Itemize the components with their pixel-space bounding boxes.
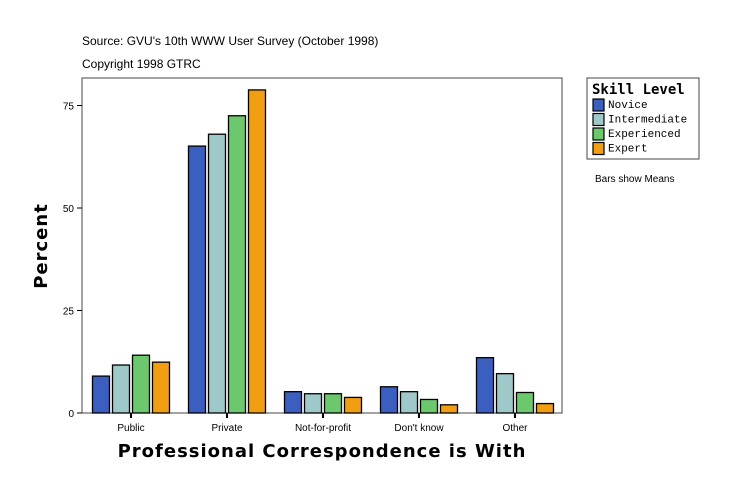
bar-expert-2 xyxy=(343,396,363,414)
x-axis: Public Private Not-for-profit Don't know Oth… xyxy=(117,413,528,434)
bar-experienced-2 xyxy=(323,393,343,414)
y-axis-title: Percent xyxy=(31,203,52,289)
legend-label: Novice xyxy=(608,100,648,112)
bar-intermediate-1 xyxy=(207,133,227,414)
legend-swatch-experienced xyxy=(592,127,605,141)
y-tick-label: 0 xyxy=(68,409,74,420)
legend-label: Intermediate xyxy=(608,115,687,127)
x-axis-title: Professional Correspondence is With xyxy=(118,441,527,462)
bar-novice-0 xyxy=(91,375,111,414)
bar-experienced-4 xyxy=(515,391,535,414)
bar-novice-3 xyxy=(379,386,399,414)
bar-novice-2 xyxy=(283,391,303,414)
x-tick-label: Public xyxy=(117,423,144,434)
bar-intermediate-2 xyxy=(303,393,323,414)
bar-expert-1 xyxy=(247,89,267,414)
x-tick-label: Don't know xyxy=(394,423,444,434)
x-tick-label: Private xyxy=(211,423,243,434)
x-tick-label: Other xyxy=(502,423,528,434)
bar-novice-1 xyxy=(187,145,207,414)
y-tick-label: 50 xyxy=(63,204,75,215)
y-tick-label: 25 xyxy=(63,307,75,318)
copyright-text: Copyright 1998 GTRC xyxy=(82,57,201,71)
bar-novice-4 xyxy=(475,356,495,414)
bar-intermediate-0 xyxy=(111,364,131,414)
bar-experienced-1 xyxy=(227,115,247,414)
bar-experienced-0 xyxy=(131,354,151,414)
bar-expert-3 xyxy=(439,404,459,414)
bar-expert-4 xyxy=(535,402,555,414)
bar-expert-0 xyxy=(151,361,171,414)
legend: Skill Level Novice Intermediate Experience… xyxy=(586,77,700,160)
legend-label: Experienced xyxy=(608,129,681,141)
y-tick-label: 75 xyxy=(63,102,75,113)
legend-title: Skill Level xyxy=(592,82,685,98)
legend-swatch-novice xyxy=(592,98,605,112)
legend-label: Expert xyxy=(608,144,648,156)
legend-swatch-expert xyxy=(592,141,605,156)
note-text: Bars show Means xyxy=(595,174,674,185)
x-tick-label: Not-for-profit xyxy=(295,423,351,434)
bar-intermediate-3 xyxy=(399,391,419,414)
bar-intermediate-4 xyxy=(495,372,515,414)
bars xyxy=(91,89,555,414)
legend-swatch-intermediate xyxy=(592,112,605,127)
y-axis: 0 25 50 75 xyxy=(63,102,82,420)
source-text: Source: GVU's 10th WWW User Survey (Octo… xyxy=(82,34,378,48)
legend-box xyxy=(586,77,700,160)
bar-experienced-3 xyxy=(419,398,439,414)
